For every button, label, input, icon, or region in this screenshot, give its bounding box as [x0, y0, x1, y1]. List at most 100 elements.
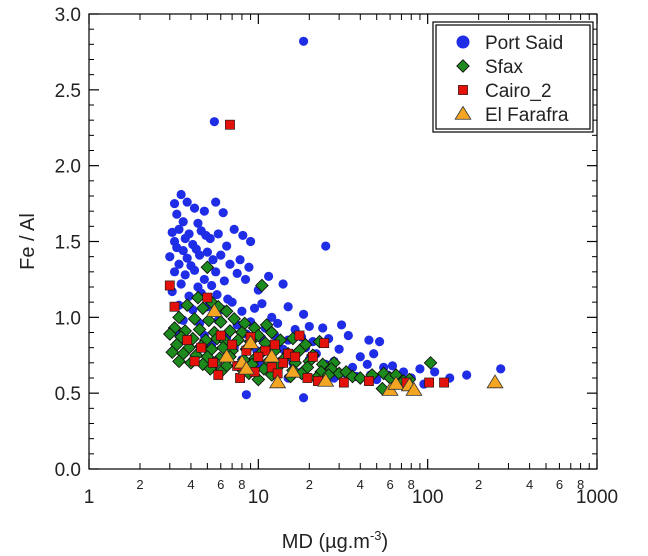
data-point [253, 351, 264, 362]
y-tick-label: 0.0 [55, 460, 81, 481]
legend-marker [458, 85, 468, 95]
legend: Port Said Sfax Cairo_2 El Farafra [432, 21, 594, 133]
data-point [336, 320, 347, 330]
x-minor-tick-label: 8 [577, 477, 584, 492]
y-tick-label: 2.5 [55, 81, 81, 102]
data-point [178, 246, 188, 256]
data-point [290, 351, 301, 362]
data-point [424, 377, 435, 388]
y-tick-label: 0.5 [55, 384, 81, 405]
data-point [430, 367, 440, 377]
data-point [269, 374, 287, 389]
data-point [205, 303, 223, 317]
data-point [462, 370, 472, 380]
data-point [218, 208, 228, 218]
data-point [387, 361, 398, 371]
data-point [353, 371, 368, 385]
data-point [227, 312, 242, 326]
series-el-farafra [205, 303, 504, 396]
data-point [364, 376, 374, 386]
legend-marker [454, 105, 472, 120]
data-point [211, 197, 221, 207]
data-point [266, 362, 277, 373]
data-point [237, 360, 255, 375]
data-point [405, 381, 423, 396]
data-point [196, 342, 207, 353]
x-minor-tick-label: 2 [136, 477, 143, 492]
data-point [165, 345, 180, 360]
data-point [496, 364, 506, 374]
data-point [227, 339, 238, 350]
legend-item: El Farafra [454, 105, 569, 126]
data-point [165, 252, 175, 262]
legend-item: Sfax [456, 57, 524, 78]
y-tick-label: 2.0 [55, 157, 81, 178]
data-point [169, 198, 180, 209]
x-axis-label: MD (µg.m-3) [282, 528, 388, 553]
data-point [182, 335, 193, 345]
data-point [180, 233, 190, 244]
data-point [374, 337, 385, 347]
data-point [207, 280, 217, 291]
data-point [174, 224, 184, 234]
data-point [229, 224, 239, 234]
x-tick-label: 100 [412, 487, 444, 508]
data-point [208, 357, 218, 368]
data-point [172, 209, 182, 219]
data-point [269, 339, 280, 350]
data-point [415, 364, 425, 374]
data-point [216, 250, 226, 260]
data-point [235, 373, 245, 383]
data-point [321, 241, 331, 251]
legend-marker [456, 59, 470, 73]
data-point [238, 230, 248, 241]
data-point [172, 354, 186, 369]
data-point [304, 321, 314, 332]
data-point [176, 279, 186, 289]
data-point [439, 377, 449, 388]
data-point [219, 276, 229, 286]
data-point [180, 298, 195, 313]
data-point [334, 344, 344, 354]
legend-label: Sfax [485, 57, 524, 78]
data-point [174, 259, 184, 269]
data-point [202, 292, 213, 303]
data-point [267, 312, 277, 322]
data-point [201, 230, 211, 241]
data-point [283, 302, 293, 312]
data-point [240, 274, 251, 285]
data-point [213, 229, 223, 239]
data-point [209, 117, 219, 127]
x-minor-tick-label: 2 [306, 477, 313, 492]
legend-item: Cairo_2 [458, 81, 552, 102]
legend-marker [456, 35, 470, 49]
data-point [364, 335, 374, 345]
data-point [225, 259, 235, 269]
data-point [273, 318, 283, 328]
data-point [184, 291, 194, 301]
x-tick-label: 1000 [576, 487, 618, 508]
data-point [212, 289, 222, 300]
data-point [222, 241, 232, 251]
data-point [264, 271, 274, 281]
data-point [227, 297, 237, 307]
data-point [202, 247, 212, 257]
legend-item: Port Said [456, 33, 563, 54]
data-point [208, 255, 218, 265]
data-point [201, 313, 216, 328]
legend-inner-frame [435, 24, 591, 130]
x-minor-tick-label: 8 [238, 477, 245, 492]
series-sfax [162, 260, 438, 396]
data-point [338, 377, 349, 388]
y-tick-label: 1.0 [55, 308, 81, 329]
data-point [387, 375, 405, 390]
x-minor-tick-label: 2 [475, 477, 482, 492]
data-point [169, 267, 180, 277]
data-point [245, 236, 256, 247]
data-point [278, 279, 288, 289]
data-point [298, 309, 309, 319]
data-point [307, 351, 318, 362]
data-point [213, 370, 224, 380]
data-point [257, 299, 267, 309]
